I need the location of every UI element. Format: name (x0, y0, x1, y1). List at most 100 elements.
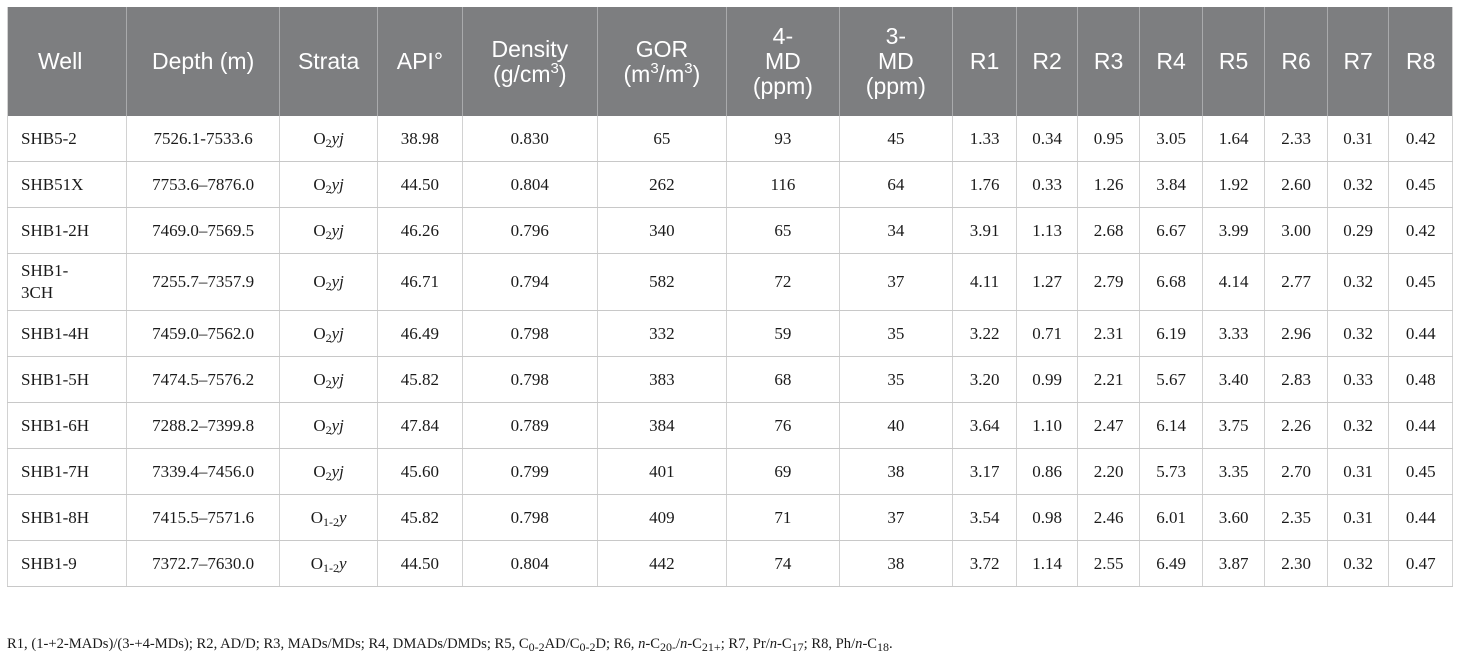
cell-4md: 93 (726, 116, 840, 162)
cell-3md: 34 (839, 207, 953, 254)
cell-gor: 383 (597, 356, 727, 403)
cell-r5: 1.92 (1202, 161, 1266, 208)
cell-r6: 2.26 (1264, 402, 1328, 449)
cell-r2: 0.34 (1016, 116, 1078, 162)
table-row: SHB1-8H 7415.5–7571.6 O1-2y 45.82 0.798 … (7, 494, 1453, 541)
table-footnote: R1, (1-+2-MADs)/(3-+4-MDs); R2, AD/D; R3… (7, 636, 893, 654)
cell-strata: O1-2y (279, 494, 379, 541)
cell-r8: 0.48 (1388, 356, 1453, 403)
cell-depth: 7339.4–7456.0 (126, 448, 281, 495)
cell-r4: 5.67 (1139, 356, 1203, 403)
cell-r4: 3.05 (1139, 116, 1203, 162)
cell-r4: 3.84 (1139, 161, 1203, 208)
cell-3md: 38 (839, 540, 953, 587)
cell-well: SHB1-6H (7, 402, 127, 449)
cell-4md: 76 (726, 402, 840, 449)
cell-strata: O2yj (279, 356, 379, 403)
cell-r8: 0.45 (1388, 161, 1453, 208)
cell-r6: 2.60 (1264, 161, 1328, 208)
cell-3md: 38 (839, 448, 953, 495)
header-r3: R3 (1077, 7, 1141, 116)
cell-strata: O2yj (279, 116, 379, 162)
cell-r1: 3.54 (952, 494, 1018, 541)
cell-well: SHB1-9 (7, 540, 127, 587)
cell-gor: 582 (597, 253, 727, 311)
cell-depth: 7474.5–7576.2 (126, 356, 281, 403)
cell-r1: 3.17 (952, 448, 1018, 495)
cell-3md: 35 (839, 310, 953, 357)
cell-gor: 332 (597, 310, 727, 357)
cell-r8: 0.42 (1388, 207, 1453, 254)
cell-api: 44.50 (377, 540, 463, 587)
cell-strata: O2yj (279, 253, 379, 311)
cell-gor: 262 (597, 161, 727, 208)
cell-r4: 6.14 (1139, 402, 1203, 449)
table-row: SHB1- 3CH 7255.7–7357.9 O2yj 46.71 0.794 … (7, 253, 1453, 311)
cell-r3: 2.46 (1077, 494, 1141, 541)
cell-r6: 2.35 (1264, 494, 1328, 541)
cell-well: SHB51X (7, 161, 127, 208)
cell-r5: 1.64 (1202, 116, 1266, 162)
header-4md: 4- MD (ppm) (726, 7, 840, 116)
cell-strata: O2yj (279, 207, 379, 254)
cell-r4: 6.49 (1139, 540, 1203, 587)
cell-r5: 3.99 (1202, 207, 1266, 254)
cell-depth: 7372.7–7630.0 (126, 540, 281, 587)
cell-r5: 3.33 (1202, 310, 1266, 357)
data-table-container: Well Depth (m) Strata API° Density (g/cm3… (7, 7, 1453, 587)
cell-4md: 74 (726, 540, 840, 587)
table-row: SHB1-4H 7459.0–7562.0 O2yj 46.49 0.798 3… (7, 310, 1453, 357)
cell-r2: 0.33 (1016, 161, 1078, 208)
cell-strata: O2yj (279, 402, 379, 449)
cell-r2: 0.71 (1016, 310, 1078, 357)
cell-depth: 7288.2–7399.8 (126, 402, 281, 449)
cell-r6: 3.00 (1264, 207, 1328, 254)
cell-r3: 2.55 (1077, 540, 1141, 587)
cell-density: 0.798 (462, 494, 598, 541)
cell-3md: 35 (839, 356, 953, 403)
cell-r7: 0.31 (1327, 494, 1390, 541)
cell-r7: 0.31 (1327, 116, 1390, 162)
cell-r7: 0.31 (1327, 448, 1390, 495)
cell-r2: 1.13 (1016, 207, 1078, 254)
cell-well: SHB1-5H (7, 356, 127, 403)
cell-r8: 0.44 (1388, 402, 1453, 449)
cell-density: 0.804 (462, 161, 598, 208)
cell-api: 46.26 (377, 207, 463, 254)
cell-r3: 0.95 (1077, 116, 1141, 162)
cell-r3: 1.26 (1077, 161, 1141, 208)
cell-well: SHB1-7H (7, 448, 127, 495)
cell-r4: 6.68 (1139, 253, 1203, 311)
cell-depth: 7459.0–7562.0 (126, 310, 281, 357)
table-row: SHB1-2H 7469.0–7569.5 O2yj 46.26 0.796 3… (7, 207, 1453, 254)
cell-density: 0.794 (462, 253, 598, 311)
cell-4md: 69 (726, 448, 840, 495)
cell-r3: 2.20 (1077, 448, 1141, 495)
cell-r2: 0.99 (1016, 356, 1078, 403)
cell-r1: 3.64 (952, 402, 1018, 449)
header-density: Density (g/cm3) (462, 7, 598, 116)
cell-density: 0.804 (462, 540, 598, 587)
cell-depth: 7526.1-7533.6 (126, 116, 281, 162)
cell-api: 45.82 (377, 494, 463, 541)
header-r4: R4 (1139, 7, 1203, 116)
cell-well: SHB5-2 (7, 116, 127, 162)
cell-r4: 5.73 (1139, 448, 1203, 495)
cell-r6: 2.77 (1264, 253, 1328, 311)
cell-3md: 37 (839, 494, 953, 541)
cell-r7: 0.32 (1327, 310, 1390, 357)
cell-r1: 3.91 (952, 207, 1018, 254)
table-row: SHB1-9 7372.7–7630.0 O1-2y 44.50 0.804 4… (7, 540, 1453, 587)
cell-r3: 2.68 (1077, 207, 1141, 254)
cell-r5: 4.14 (1202, 253, 1266, 311)
cell-r7: 0.32 (1327, 402, 1390, 449)
cell-3md: 37 (839, 253, 953, 311)
cell-well: SHB1-4H (7, 310, 127, 357)
cell-density: 0.796 (462, 207, 598, 254)
cell-r7: 0.33 (1327, 356, 1390, 403)
cell-r8: 0.44 (1388, 310, 1453, 357)
header-depth: Depth (m) (126, 7, 281, 116)
cell-depth: 7469.0–7569.5 (126, 207, 281, 254)
header-row: Well Depth (m) Strata API° Density (g/cm3… (7, 7, 1453, 116)
cell-r8: 0.45 (1388, 448, 1453, 495)
